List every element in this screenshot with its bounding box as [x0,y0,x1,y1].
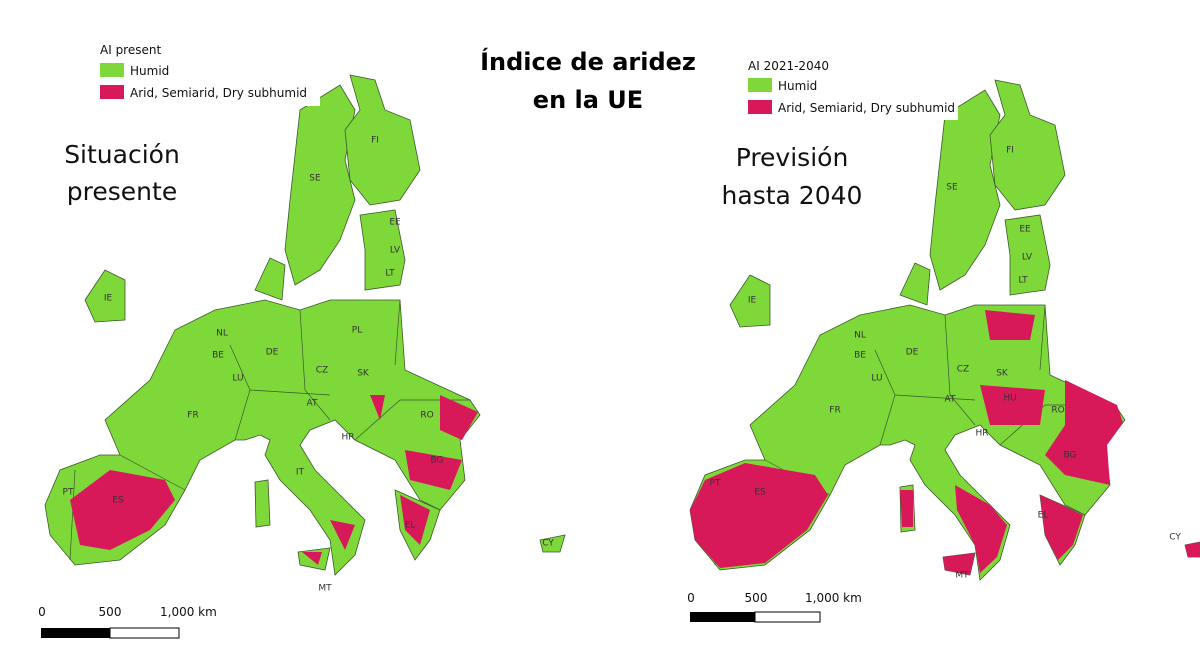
country-label: CY [542,539,554,549]
scale-label: 500 [745,591,768,605]
country-label: LV [390,246,401,256]
country-label: RO [420,411,433,421]
country-label: CZ [316,366,328,376]
country-label: FI [371,136,379,146]
caption: presente [67,177,177,206]
title: en la UE [533,86,643,114]
country-label: NL [854,331,866,341]
country-label: EL [1038,511,1049,521]
scale-bar [41,628,110,638]
map-2040: FI SE EE LV LT IE NL BE LU DE CZ SK HU AT HR RO BG FR PT ES… [689,79,1200,581]
country-label: EE [389,218,401,228]
country-label: MT [318,584,332,594]
country-label: HR [341,433,354,443]
legend-title: AI 2021-2040 [748,59,829,73]
title: Índice de aridez [480,47,696,76]
country-label: SK [357,369,370,379]
country-label: RO [1051,406,1064,416]
country-label: CY [1169,533,1181,543]
legend-swatch [100,63,124,77]
scale-label: 0 [687,591,695,605]
country-label: IE [748,296,757,306]
country-label: FR [829,406,840,416]
scale-bar [109,627,180,639]
country-label: SK [996,369,1009,379]
caption: Situación [64,140,180,169]
caption: Previsión [736,143,849,172]
caption: hasta 2040 [722,181,863,210]
legend-swatch [748,78,772,92]
country-label: BE [212,351,224,361]
country-label: LU [871,374,882,384]
country-label: DE [266,348,279,358]
country-label: AT [307,399,318,409]
country-label: BG [431,456,444,466]
country-label: EE [1019,225,1031,235]
country-label: MT [955,571,969,581]
scale-bar [754,611,821,623]
country-label: AT [945,395,956,405]
country-label: NL [216,329,228,339]
country-label: IT [296,468,305,478]
country-label: FI [1006,146,1014,156]
country-label: BG [1064,451,1077,461]
country-label: EL [405,521,416,531]
scale-label: 500 [99,605,122,619]
country-label: LT [385,269,395,279]
country-label: HU [1003,394,1016,404]
legend-item: Arid, Semiarid, Dry subhumid [778,101,955,115]
country-label: PT [710,479,721,489]
country-label: FR [187,411,198,421]
legend-swatch [100,85,124,99]
legend-swatch [748,100,772,114]
country-label: SE [309,174,321,184]
scale-label: 1,000 km [805,591,862,605]
country-label: LT [1018,276,1028,286]
country-label: ES [112,496,124,506]
country-label: LV [1022,253,1033,263]
country-label: DE [906,348,919,358]
scale-label: 0 [38,605,46,619]
legend-box [92,38,320,106]
country-label: PT [63,488,74,498]
scale-bar [690,612,755,622]
country-label: SE [946,183,958,193]
legend-box [740,54,958,120]
country-label: BE [854,351,866,361]
legend-title: AI present [100,43,161,57]
legend-item: Humid [130,64,169,78]
country-label: PL [352,326,362,336]
country-label: IE [104,294,113,304]
scale-label: 1,000 km [160,605,217,619]
map-present: FI SE EE LV LT IE NL BE LU DE PL CZ SK AT FR HR RO BG IT PT… [44,74,566,594]
legend-item: Arid, Semiarid, Dry subhumid [130,86,307,100]
country-label: HR [975,429,988,439]
country-label: CZ [957,365,969,375]
country-label: ES [754,488,766,498]
legend-item: Humid [778,79,817,93]
country-label: LU [232,374,243,384]
